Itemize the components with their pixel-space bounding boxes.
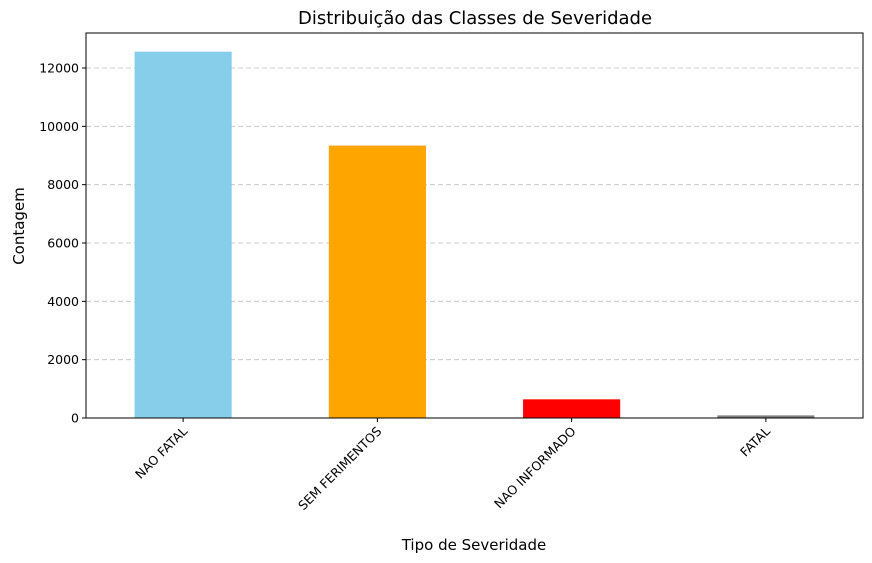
x-tick-label: FATAL [737, 423, 773, 459]
bar-nao-fatal [134, 51, 232, 419]
plot-frame [85, 32, 864, 419]
y-axis: 0 2000 4000 6000 8000 10000 12000 [39, 61, 86, 426]
x-axis-label: Tipo de Severidade [401, 536, 547, 554]
y-tick-label: 10000 [39, 119, 79, 134]
x-tick-label: SEM FERIMENTOS [295, 423, 384, 512]
y-tick-label: 6000 [47, 236, 79, 251]
y-axis-label: Contagem [10, 187, 28, 265]
x-tick-label: NAO INFORMADO [491, 423, 579, 511]
y-tick-label: 12000 [39, 61, 79, 76]
x-tick-label: NAO FATAL [132, 424, 190, 482]
y-tick-label: 4000 [47, 294, 79, 309]
bar-fatal [717, 415, 815, 418]
bar-sem-ferimentos [328, 145, 426, 419]
chart-title: Distribuição das Classes de Severidade [298, 8, 652, 29]
bar-nao-informado [523, 399, 621, 418]
x-axis: NAO FATAL SEM FERIMENTOS NAO INFORMADO FATA… [132, 418, 773, 513]
y-tick-label: 0 [71, 411, 79, 426]
bars [134, 51, 815, 419]
y-tick-label: 2000 [47, 352, 79, 367]
y-tick-label: 8000 [47, 177, 79, 192]
